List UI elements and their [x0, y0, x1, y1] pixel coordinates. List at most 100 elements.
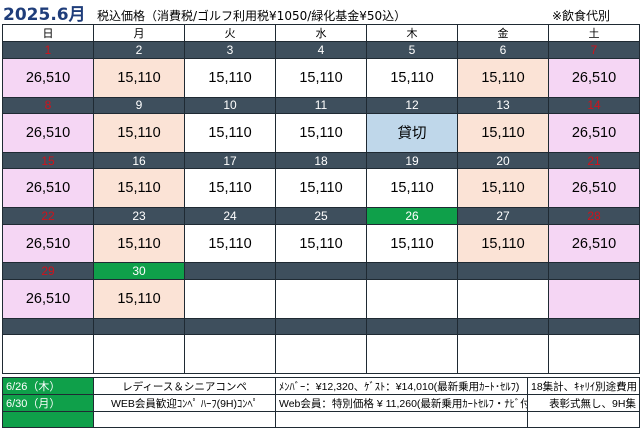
weekday-sat: 土 [548, 23, 640, 43]
price-cell[interactable]: 15,110 [275, 113, 367, 153]
day-number: 20 [457, 151, 549, 170]
day-number: 19 [366, 151, 458, 170]
price-cell[interactable]: 15,110 [457, 223, 549, 264]
event-name[interactable]: WEB会員歓迎ｺﾝﾍﾟ ﾊｰﾌ(9H)ｺﾝﾍﾟ [93, 394, 276, 412]
weekday-mon: 月 [93, 23, 185, 43]
food-note: ※飲食代別 [552, 9, 611, 23]
day-number: 24 [184, 207, 276, 225]
price-cell[interactable]: 15,110 [93, 223, 185, 264]
day-number: 9 [93, 96, 185, 115]
day-number-empty [457, 262, 549, 280]
price-cell[interactable]: 15,110 [457, 57, 549, 98]
price-cell-empty [184, 334, 276, 374]
price-cell-empty [93, 334, 185, 374]
week-1-prices: 26,510 15,110 15,110 15,110 15,110 15,11… [2, 57, 640, 98]
weekday-fri: 金 [457, 23, 549, 43]
price-cell-empty [275, 334, 367, 374]
weekday-sun: 日 [2, 23, 94, 43]
event-date-empty [2, 411, 94, 428]
day-number: 23 [93, 207, 185, 225]
price-cell[interactable]: 26,510 [2, 113, 94, 153]
price-cell[interactable]: 26,510 [2, 57, 94, 98]
week-2-prices: 26,510 15,110 15,110 15,110 貸切 15,110 26… [2, 113, 640, 153]
event-row-empty [2, 411, 640, 428]
event-row: 6/30（月） WEB会員歓迎ｺﾝﾍﾟ ﾊｰﾌ(9H)ｺﾝﾍﾟ Web会員：特別… [2, 394, 640, 412]
page-title: 2025.6月 [3, 5, 86, 25]
price-cell[interactable]: 26,510 [2, 278, 94, 319]
day-number-empty [184, 262, 276, 280]
day-number-empty [184, 317, 276, 336]
day-number-empty [457, 317, 549, 336]
price-cell[interactable]: 26,510 [548, 113, 640, 153]
event-row: 6/26（木） レディース＆シニアコンペ ﾒﾝﾊﾞｰ：¥12,320、ｹﾞｽﾄ：… [2, 377, 640, 395]
day-number: 8 [2, 96, 94, 115]
price-cell[interactable]: 15,110 [366, 57, 458, 98]
price-cell[interactable]: 26,510 [2, 223, 94, 264]
price-note: 税込価格（消費税/ゴルフ利用税¥1050/緑化基金¥50込） [97, 9, 407, 23]
week-2-day-numbers: 8 9 10 11 12 13 14 [2, 96, 640, 115]
reserved-cell[interactable]: 貸切 [366, 113, 458, 153]
day-number: 1 [2, 41, 94, 59]
day-number-empty [366, 262, 458, 280]
event-day-number: 30 [93, 262, 185, 280]
event-extra: 18集計、ｷｬﾘｲ別途費用 [527, 377, 640, 395]
event-extra: 表彰式無し、9H集 [527, 394, 640, 412]
day-number-empty [2, 317, 94, 336]
event-name-empty [93, 411, 276, 428]
price-cell[interactable]: 26,510 [548, 223, 640, 264]
weekday-thu: 木 [366, 23, 458, 43]
event-name[interactable]: レディース＆シニアコンペ [93, 377, 276, 395]
event-detail: Web会員：特別価格 ¥ 11,260(最新乗用ｶｰﾄｾﾙﾌ・ﾅﾋﾞ付) [275, 394, 528, 412]
price-cell[interactable]: 15,110 [184, 113, 276, 153]
price-cell[interactable]: 15,110 [366, 168, 458, 209]
day-number: 21 [548, 151, 640, 170]
price-cell[interactable]: 15,110 [93, 113, 185, 153]
event-day-number: 26 [366, 207, 458, 225]
week-6-day-numbers [2, 317, 640, 336]
price-cell-empty [366, 278, 458, 319]
day-number: 5 [366, 41, 458, 59]
price-cell[interactable]: 15,110 [93, 57, 185, 98]
event-detail: ﾒﾝﾊﾞｰ：¥12,320、ｹﾞｽﾄ：¥14,010(最新乗用ｶｰﾄ･ｾﾙﾌ) [275, 377, 528, 395]
week-4-day-numbers: 22 23 24 25 26 27 28 [2, 207, 640, 225]
day-number: 11 [275, 96, 367, 115]
price-cell[interactable]: 15,110 [93, 278, 185, 319]
day-number-empty [366, 317, 458, 336]
day-number: 2 [93, 41, 185, 59]
price-cell[interactable]: 15,110 [366, 223, 458, 264]
day-number: 25 [275, 207, 367, 225]
price-cell[interactable]: 15,110 [184, 57, 276, 98]
day-number: 29 [2, 262, 94, 280]
day-number: 22 [2, 207, 94, 225]
price-cell-empty [457, 278, 549, 319]
price-cell[interactable]: 26,510 [2, 168, 94, 209]
price-cell-empty [548, 278, 640, 319]
day-number: 10 [184, 96, 276, 115]
price-cell[interactable]: 15,110 [275, 168, 367, 209]
price-cell-empty [366, 334, 458, 374]
event-detail-empty [275, 411, 528, 428]
price-cell[interactable]: 15,110 [457, 113, 549, 153]
price-cell[interactable]: 15,110 [275, 223, 367, 264]
price-cell[interactable]: 15,110 [457, 168, 549, 209]
day-number-empty [275, 262, 367, 280]
day-number-empty [548, 262, 640, 280]
day-number: 4 [275, 41, 367, 59]
price-cell[interactable]: 15,110 [275, 57, 367, 98]
weekday-tue: 火 [184, 23, 276, 43]
day-number: 7 [548, 41, 640, 59]
price-cell[interactable]: 26,510 [548, 168, 640, 209]
day-number: 28 [548, 207, 640, 225]
price-cell-empty [275, 278, 367, 319]
price-cell[interactable]: 26,510 [548, 57, 640, 98]
event-date: 6/26（木） [2, 377, 94, 395]
day-number: 14 [548, 96, 640, 115]
price-cell-empty [2, 334, 94, 374]
week-3-prices: 26,510 15,110 15,110 15,110 15,110 15,11… [2, 168, 640, 209]
price-cell[interactable]: 15,110 [184, 223, 276, 264]
price-cell-empty [548, 334, 640, 374]
day-number: 15 [2, 151, 94, 170]
price-cell[interactable]: 15,110 [93, 168, 185, 209]
price-cell-empty [184, 278, 276, 319]
price-cell[interactable]: 15,110 [184, 168, 276, 209]
